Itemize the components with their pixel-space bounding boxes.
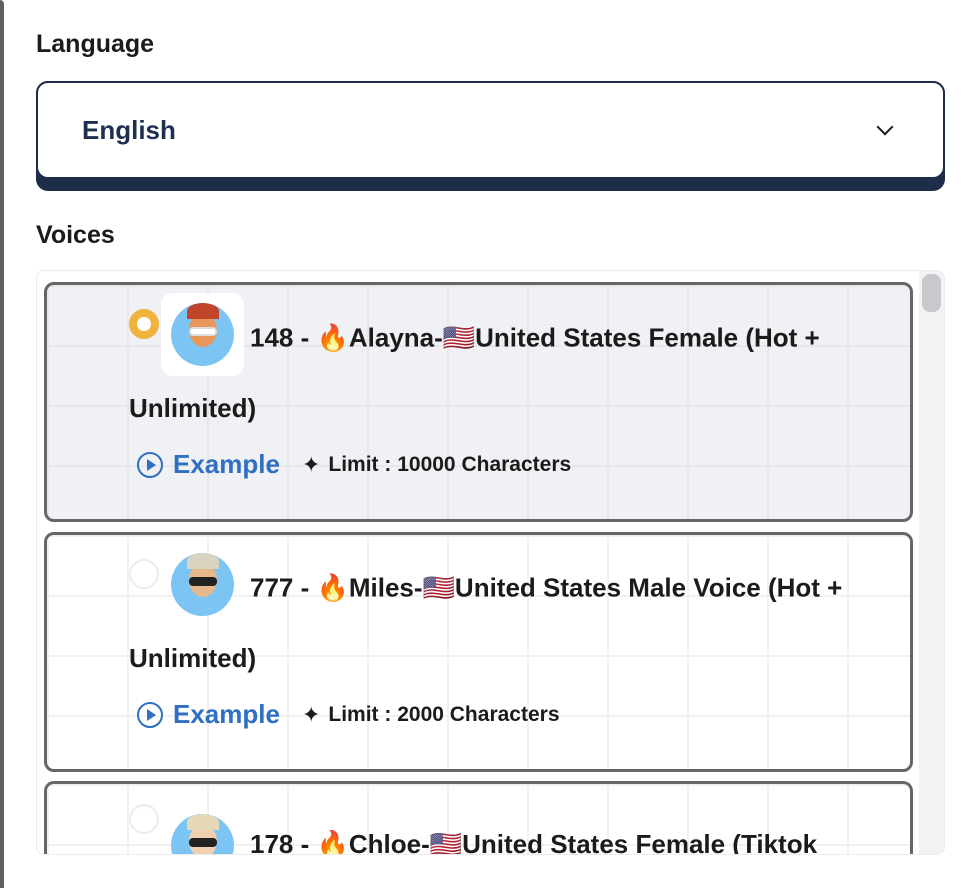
- avatar: [161, 543, 244, 626]
- voice-card[interactable]: 178 - 🔥Chloe-🇺🇸United States Female (Tik…: [44, 781, 913, 855]
- avatar: [161, 804, 244, 854]
- voices-list[interactable]: 148 - 🔥Alayna-🇺🇸United States Female (Ho…: [36, 270, 945, 855]
- voice-radio[interactable]: [129, 309, 159, 339]
- language-label: Language: [36, 30, 155, 58]
- voice-radio[interactable]: [129, 559, 159, 589]
- panel-left-border: [0, 0, 4, 888]
- scrollbar-thumb[interactable]: [922, 274, 941, 312]
- example-link[interactable]: Example: [173, 699, 280, 729]
- language-select[interactable]: English: [36, 81, 945, 191]
- sparkle-icon: ✦: [301, 701, 321, 727]
- voice-card[interactable]: 777 - 🔥Miles-🇺🇸United States Male Voice …: [44, 532, 913, 772]
- play-icon[interactable]: [137, 451, 163, 478]
- voice-radio[interactable]: [129, 804, 159, 834]
- example-link[interactable]: Example: [173, 449, 280, 479]
- voices-label: Voices: [36, 221, 115, 249]
- avatar: [161, 293, 244, 376]
- voice-title: 178 - 🔥Chloe-🇺🇸United States Female (Tik…: [250, 829, 818, 855]
- voice-limit: Limit : 2000 Characters: [328, 702, 560, 726]
- language-selected-value: English: [82, 114, 176, 145]
- scrollbar[interactable]: [919, 271, 944, 854]
- play-icon[interactable]: [137, 701, 163, 728]
- chevron-down-icon: [876, 118, 894, 136]
- voice-title: 148 - 🔥Alayna-🇺🇸United States Female (Ho…: [129, 322, 820, 423]
- voice-title: 777 - 🔥Miles-🇺🇸United States Male Voice …: [129, 572, 843, 673]
- voice-limit: Limit : 10000 Characters: [328, 452, 572, 476]
- voice-card[interactable]: 148 - 🔥Alayna-🇺🇸United States Female (Ho…: [44, 282, 913, 522]
- sparkle-icon: ✦: [301, 451, 321, 477]
